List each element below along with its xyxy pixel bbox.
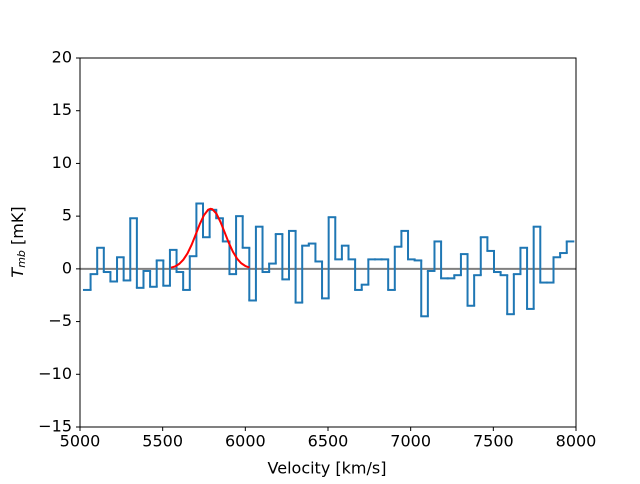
x-tick-label: 6000 [225,432,266,451]
y-tick-label: 5 [62,206,72,225]
x-tick-label: 6500 [308,432,349,451]
fit-line [170,207,250,269]
y-label-sub: mb [15,250,28,268]
y-tick-label: 20 [52,48,72,67]
x-tick-label: 8000 [556,432,597,451]
y-tick-label: −5 [48,311,72,330]
x-tick-label: 7000 [390,432,431,451]
y-tick-label: 0 [62,258,72,277]
y-axis-label: Tmb [mK] [8,206,29,277]
plot-frame [79,57,577,428]
x-tick-label: 5000 [60,432,101,451]
y-tick-label: −15 [38,417,72,436]
step-risers [89,203,568,317]
x-tick-label: 7500 [473,432,514,451]
y-tick-label: −10 [38,364,72,383]
y-tick-label: 10 [52,153,72,172]
y-label-main: T [8,267,27,278]
y-label-unit: [mK] [8,206,27,250]
x-tick-label: 5500 [142,432,183,451]
x-axis-label: Velocity [km/s] [268,459,387,478]
y-tick-label: 15 [52,100,72,119]
